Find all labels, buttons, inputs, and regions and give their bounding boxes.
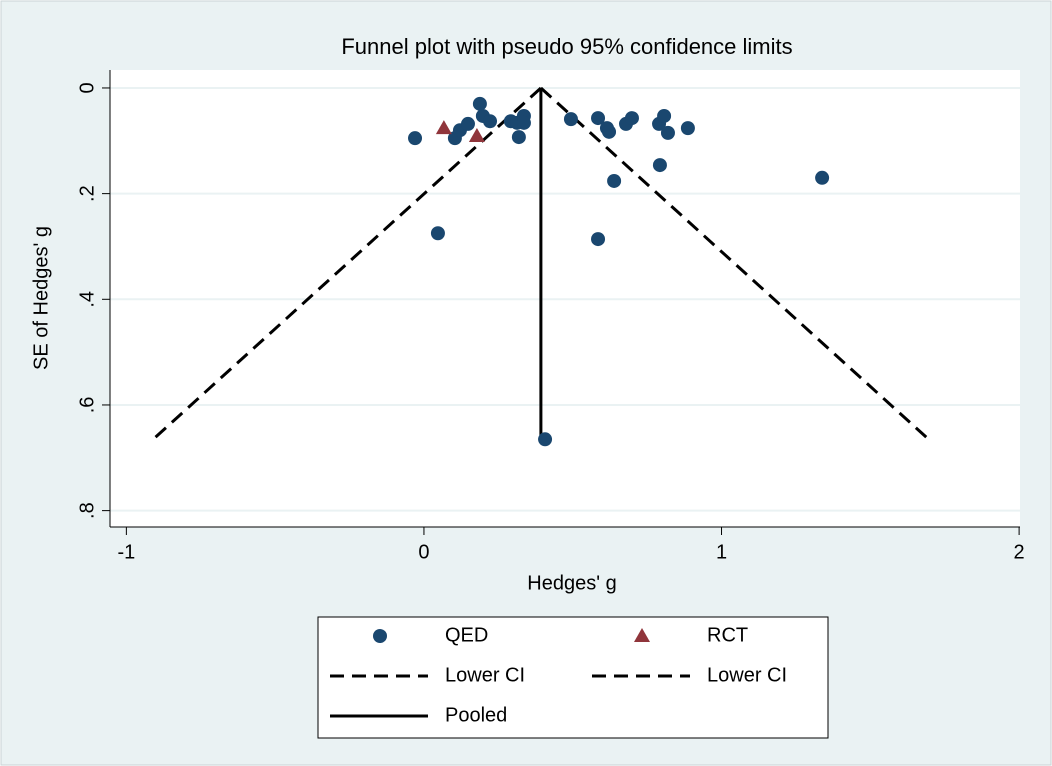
- point: [511, 130, 526, 145]
- legend-label: Lower CI: [707, 664, 787, 686]
- point: [472, 96, 487, 111]
- point: [435, 120, 452, 135]
- point: [516, 115, 531, 130]
- legend-label: Pooled: [445, 704, 507, 726]
- x-axis-title: Hedges' g: [527, 572, 616, 594]
- legend-label: RCT: [707, 624, 748, 646]
- chart-title: Funnel plot with pseudo 95% confidence l…: [341, 34, 792, 59]
- point: [408, 131, 423, 146]
- point: [538, 432, 553, 447]
- legend-key: [373, 629, 387, 643]
- x-tick-label: 2: [1014, 541, 1025, 563]
- legend-key: [634, 628, 650, 642]
- y-tick-label: 0: [76, 82, 98, 93]
- y-tick-label: .6: [76, 397, 98, 414]
- point: [660, 125, 675, 140]
- point: [460, 116, 475, 131]
- point: [430, 226, 445, 241]
- y-tick-label: .4: [76, 291, 98, 308]
- x-tick-label: -1: [117, 541, 135, 563]
- point: [815, 170, 830, 185]
- point: [602, 124, 617, 139]
- x-tick-label: 0: [418, 541, 429, 563]
- point: [624, 111, 639, 126]
- x-tick-label: 1: [716, 541, 727, 563]
- point: [591, 111, 606, 126]
- point: [652, 158, 667, 173]
- y-axis-title: SE of Hedges' g: [30, 226, 52, 370]
- y-tick-label: .8: [76, 502, 98, 519]
- legend-label: Lower CI: [445, 664, 525, 686]
- point: [591, 232, 606, 247]
- point: [563, 112, 578, 127]
- point: [483, 114, 498, 129]
- y-tick-label: .2: [76, 185, 98, 202]
- legend-label: QED: [445, 624, 488, 646]
- point: [468, 128, 485, 143]
- point: [607, 173, 622, 188]
- point: [657, 108, 672, 123]
- point: [680, 121, 695, 136]
